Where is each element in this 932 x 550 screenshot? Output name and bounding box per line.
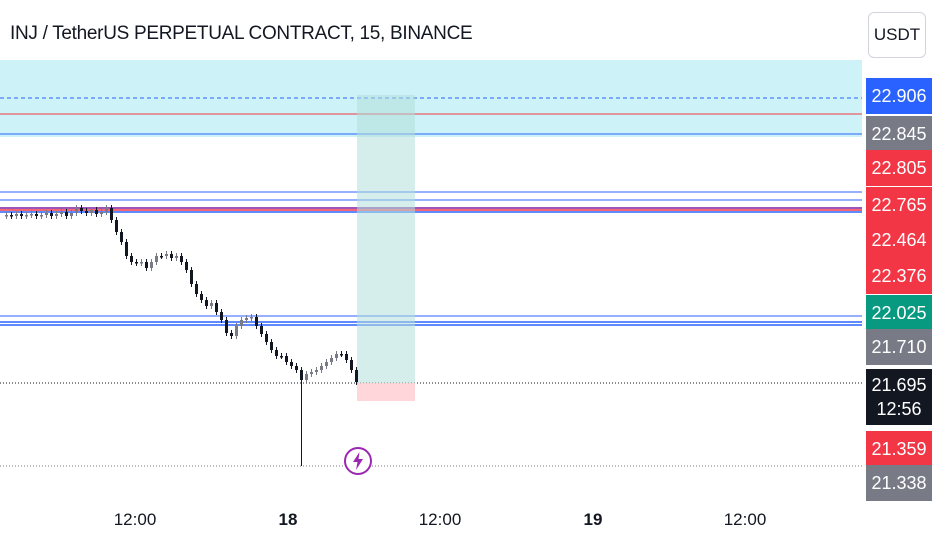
candle bbox=[85, 211, 88, 213]
candle bbox=[30, 214, 33, 216]
symbol-title[interactable]: INJ / TetherUS PERPETUAL CONTRACT, 15, B… bbox=[10, 23, 473, 44]
candle bbox=[325, 362, 328, 366]
time-label-t4: 19 bbox=[583, 510, 603, 529]
candle bbox=[240, 320, 243, 326]
candle bbox=[310, 372, 313, 374]
candle bbox=[255, 317, 258, 326]
candle bbox=[160, 256, 163, 258]
candle bbox=[155, 256, 158, 262]
time-label-t5: 12:00 bbox=[723, 510, 767, 529]
candle bbox=[185, 262, 188, 270]
candle bbox=[355, 370, 358, 382]
price-tag-21-338: 21.338 bbox=[866, 465, 932, 501]
price-levels bbox=[0, 97, 862, 467]
time-label-t2: 18 bbox=[278, 510, 298, 529]
candle bbox=[205, 300, 208, 306]
price-tag-22-845: 22.845 bbox=[866, 116, 932, 152]
candle bbox=[5, 215, 8, 217]
candle bbox=[335, 354, 338, 358]
candle bbox=[270, 342, 273, 350]
candle bbox=[180, 256, 183, 262]
candle bbox=[350, 360, 353, 370]
long-position-profit[interactable] bbox=[357, 95, 415, 383]
candle bbox=[195, 284, 198, 294]
price-tag-21-359: 21.359 bbox=[866, 431, 932, 467]
candle bbox=[190, 270, 193, 284]
candle bbox=[200, 294, 203, 300]
price-tag-21-710: 21.710 bbox=[866, 329, 932, 365]
candle bbox=[165, 254, 168, 256]
candle bbox=[75, 208, 78, 213]
candle bbox=[260, 326, 263, 334]
candle bbox=[115, 220, 118, 232]
candle bbox=[130, 256, 133, 262]
candle bbox=[235, 326, 238, 336]
candle bbox=[50, 213, 53, 216]
candle bbox=[60, 212, 63, 214]
candle bbox=[285, 356, 288, 362]
candle bbox=[225, 320, 228, 333]
candle bbox=[35, 214, 38, 216]
price-tag-22-906: 22.906 bbox=[866, 78, 932, 114]
candle bbox=[110, 208, 113, 220]
candle bbox=[105, 208, 108, 212]
lightning-bolt-icon[interactable] bbox=[343, 446, 373, 476]
price-tag-22-805: 22.805 bbox=[866, 150, 932, 186]
candle bbox=[210, 303, 213, 306]
price-tag-22-464: 22.464 bbox=[866, 222, 932, 258]
candle bbox=[140, 262, 143, 264]
long-position-loss[interactable] bbox=[357, 383, 415, 401]
candle bbox=[20, 214, 23, 216]
candle bbox=[280, 356, 283, 358]
candle bbox=[15, 214, 18, 216]
candle bbox=[305, 374, 308, 380]
candle bbox=[345, 354, 348, 360]
candle bbox=[215, 303, 218, 312]
time-label-t1: 12:00 bbox=[113, 510, 157, 529]
candle bbox=[315, 370, 318, 372]
candle bbox=[90, 210, 93, 213]
candle bbox=[65, 212, 68, 216]
candle bbox=[145, 262, 148, 268]
candle bbox=[245, 318, 248, 320]
last-price-tag: 21.695 12:56 bbox=[866, 369, 932, 425]
candle bbox=[120, 232, 123, 242]
candle bbox=[55, 214, 58, 216]
candle bbox=[250, 317, 253, 319]
candle bbox=[170, 254, 173, 258]
candle bbox=[100, 212, 103, 214]
candle bbox=[95, 210, 98, 214]
time-label-t3: 12:00 bbox=[418, 510, 462, 529]
candle bbox=[295, 366, 298, 370]
candle bbox=[25, 215, 28, 217]
currency-button[interactable]: USDT bbox=[868, 12, 926, 58]
candles bbox=[5, 205, 358, 466]
candle bbox=[340, 354, 343, 356]
candle bbox=[125, 242, 128, 256]
candle bbox=[135, 262, 138, 264]
price-tag-22-025: 22.025 bbox=[866, 295, 932, 331]
price-chart[interactable] bbox=[0, 0, 932, 500]
candle bbox=[40, 215, 43, 217]
candle bbox=[45, 213, 48, 215]
candle bbox=[290, 362, 293, 366]
candle bbox=[70, 213, 73, 216]
price-tag-22-765: 22.765 bbox=[866, 187, 932, 223]
last-price-label: 21.695 bbox=[871, 375, 927, 395]
candle bbox=[150, 262, 153, 268]
candle bbox=[265, 334, 268, 342]
candle bbox=[175, 256, 178, 258]
candle bbox=[300, 370, 303, 380]
candle bbox=[320, 366, 323, 370]
candle bbox=[230, 333, 233, 336]
candle bbox=[330, 358, 333, 362]
countdown-label: 12:56 bbox=[876, 399, 922, 419]
price-tag-22-376: 22.376 bbox=[866, 258, 932, 294]
candle bbox=[220, 312, 223, 320]
candle bbox=[10, 215, 13, 217]
candle bbox=[80, 208, 83, 211]
candle bbox=[275, 350, 278, 356]
